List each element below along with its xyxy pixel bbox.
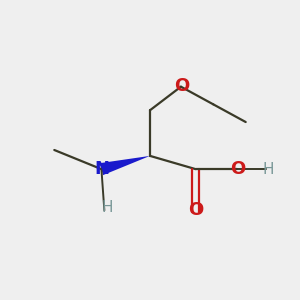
Text: O: O <box>188 201 203 219</box>
Text: H: H <box>262 162 274 177</box>
Polygon shape <box>100 156 150 175</box>
Text: O: O <box>174 77 189 95</box>
Text: O: O <box>230 160 245 178</box>
Text: H: H <box>102 200 113 215</box>
Text: N: N <box>94 160 109 178</box>
